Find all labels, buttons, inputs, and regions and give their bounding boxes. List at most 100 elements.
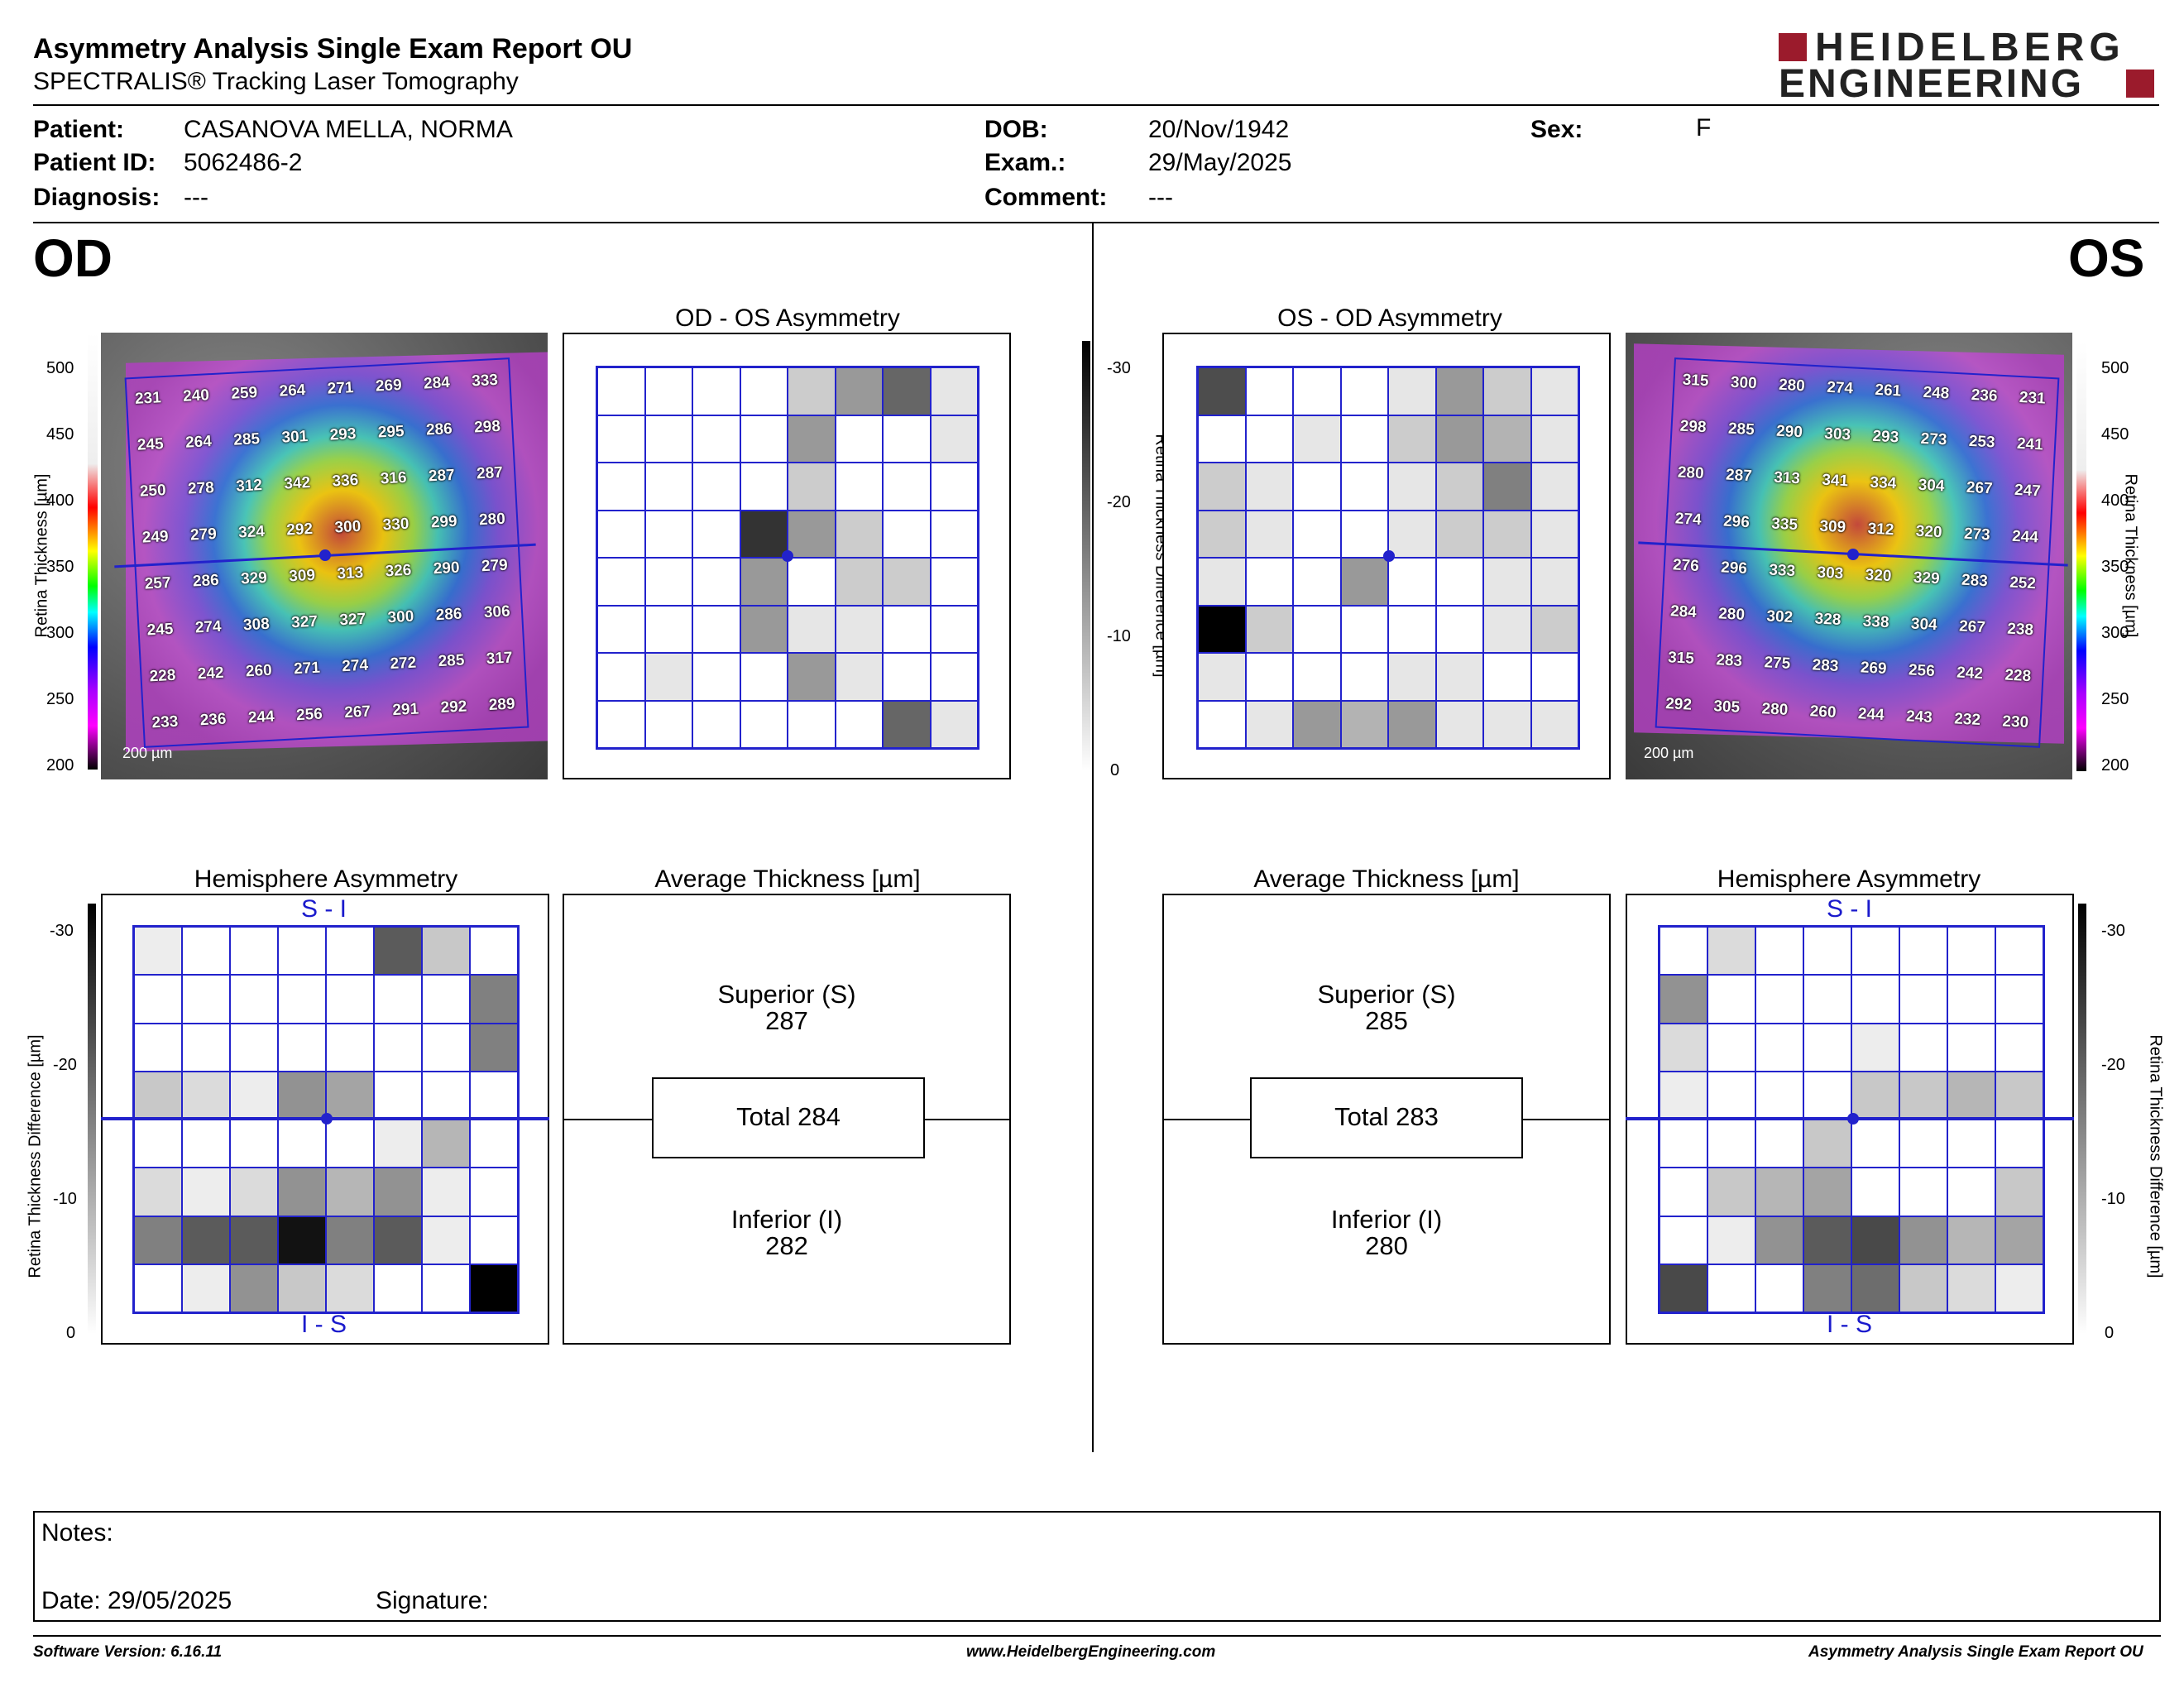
os-thickness-value: 230 <box>2001 712 2029 732</box>
od-hemi-cell <box>375 1168 421 1216</box>
os-thickness-value: 238 <box>2006 620 2034 640</box>
os-asym-cell <box>1341 559 1387 605</box>
os-thickness-value: 283 <box>1715 651 1743 670</box>
os-asym-cell <box>1484 415 1530 462</box>
os-thickness-value: 248 <box>1923 383 1950 403</box>
os-asym-cell <box>1436 701 1482 747</box>
patient-id-label: Patient ID: <box>33 149 156 176</box>
thickness-tick: 200 <box>2101 756 2129 774</box>
od-thickness-value: 256 <box>295 705 323 725</box>
od-asym-cell <box>836 368 882 415</box>
od-asym-cell <box>788 654 835 700</box>
footer-url[interactable]: www.HeidelbergEngineering.com <box>966 1643 1216 1661</box>
os-asym-cell <box>1389 606 1435 652</box>
od-thickness-value: 327 <box>290 612 318 632</box>
od-superior-label: Superior (S) <box>717 980 856 1009</box>
os-asym-cell <box>1341 654 1387 700</box>
od-asym-cell <box>884 415 930 462</box>
od-asym-cell <box>645 415 692 462</box>
os-thickness-value: 260 <box>1809 703 1837 722</box>
notes-signature: Signature: <box>376 1587 489 1614</box>
os-hemi-cell <box>1852 1264 1899 1312</box>
os-hemi-cell <box>1948 928 1995 975</box>
os-thickness-value: 333 <box>1768 561 1796 581</box>
os-thickness-value: 280 <box>1761 700 1789 719</box>
od-asym-cell <box>884 701 930 747</box>
od-thickness-value: 289 <box>488 695 516 714</box>
od-thickness-value: 272 <box>389 654 417 674</box>
od-thickness-value: 300 <box>334 517 362 537</box>
od-asym-cell <box>884 559 930 605</box>
os-thickness-value: 292 <box>1664 695 1693 714</box>
os-thickness-value: 328 <box>1814 610 1842 630</box>
od-thickness-value: 336 <box>332 471 359 491</box>
od-asym-grid <box>596 366 979 750</box>
os-asym-cell <box>1246 368 1292 415</box>
os-thickness-value: 236 <box>1971 386 1998 405</box>
dob-label: DOB: <box>984 116 1048 143</box>
os-hemi-cell <box>1660 1024 1707 1071</box>
os-thickness-value: 228 <box>2004 666 2032 686</box>
od-asym-cell <box>884 511 930 557</box>
od-thickness-value: 313 <box>336 563 364 583</box>
os-hemi-cell <box>1708 1024 1755 1071</box>
os-thickness-value: 273 <box>1920 429 1947 449</box>
os-scale-bar: 200 µm <box>1644 745 1694 761</box>
od-hemi-cell <box>471 1072 517 1119</box>
os-hemi-cell <box>1756 928 1803 975</box>
os-asym-cell <box>1484 606 1530 652</box>
os-asym-cell <box>1531 463 1578 510</box>
os-thickness-value: 304 <box>1910 615 1938 635</box>
os-asym-cell <box>1199 463 1245 510</box>
os-thickness-value: 309 <box>1818 517 1846 537</box>
od-hemi-cell <box>279 928 325 975</box>
od-hemi-cell <box>375 1120 421 1168</box>
os-hemi-cell <box>1948 976 1995 1023</box>
od-thickness-value: 264 <box>279 381 306 400</box>
od-thickness-value: 298 <box>473 417 501 437</box>
od-thickness-value: 285 <box>232 430 261 449</box>
os-asym-cell <box>1341 368 1387 415</box>
os-asym-cell <box>1436 606 1482 652</box>
od-asym-cell <box>836 654 882 700</box>
os-thickness-value: 334 <box>1870 473 1897 493</box>
os-hemi-colorbar <box>2078 904 2086 1334</box>
od-asym-cell <box>740 511 787 557</box>
od-hemi-cell <box>279 1072 325 1119</box>
od-hemi-cell <box>327 928 373 975</box>
od-hemi-cell <box>183 976 229 1023</box>
os-asym-cell <box>1389 559 1435 605</box>
od-hemi-cell <box>279 1264 325 1312</box>
od-thickness-value: 330 <box>382 515 410 535</box>
os-asym-center-dot <box>1383 550 1395 562</box>
os-asym-cell <box>1246 559 1292 605</box>
os-asym-cell <box>1199 606 1245 652</box>
os-hemi-cell <box>1996 1072 2043 1119</box>
os-hemi-cell <box>1804 928 1851 975</box>
od-asym-cell <box>931 368 977 415</box>
od-thickness-value: 329 <box>240 568 268 588</box>
os-hemi-cell <box>1948 1024 1995 1071</box>
od-hemi-cell <box>375 1264 421 1312</box>
od-thickness-value: 291 <box>391 700 419 720</box>
os-asym-cell <box>1484 368 1530 415</box>
patient-label: Patient: <box>33 116 125 143</box>
exam-label: Exam.: <box>984 149 1066 176</box>
os-hemi-cell <box>1804 1264 1851 1312</box>
od-asym-cell <box>598 606 644 652</box>
os-thickness-value: 303 <box>1823 424 1851 444</box>
os-asym-cell <box>1294 463 1340 510</box>
notes-box[interactable] <box>33 1511 2161 1622</box>
os-hemi-cell <box>1852 1216 1899 1264</box>
os-hemi-cell <box>1996 976 2043 1023</box>
od-total: Total 284 <box>736 1102 841 1131</box>
od-asym-cell <box>884 654 930 700</box>
od-asym-cell <box>788 559 835 605</box>
od-eye-label: OD <box>33 228 113 288</box>
od-hemi-cell <box>375 976 421 1023</box>
od-hemi-cell <box>135 1168 181 1216</box>
os-hemi-cell <box>1996 1120 2043 1168</box>
od-thickness-value: 327 <box>338 610 366 630</box>
os-asym-cell <box>1484 701 1530 747</box>
software-version: Software Version: 6.16.11 <box>33 1643 223 1661</box>
